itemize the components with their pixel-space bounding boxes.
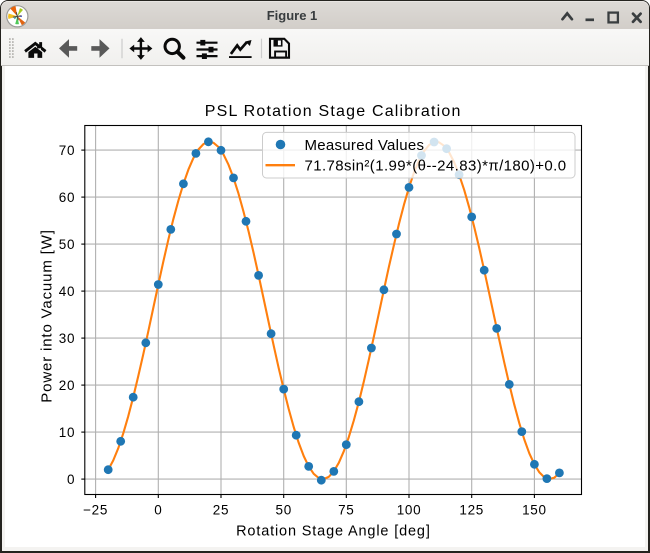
svg-text:10: 10 — [59, 425, 75, 440]
svg-text:50: 50 — [59, 237, 75, 252]
svg-text:−25: −25 — [83, 502, 108, 517]
svg-text:Measured Values: Measured Values — [305, 137, 425, 154]
svg-text:71.78sin²(1.99*(θ--24.83)*π/18: 71.78sin²(1.99*(θ--24.83)*π/180)+0.0 — [305, 158, 567, 175]
svg-text:0: 0 — [67, 472, 75, 487]
svg-text:100: 100 — [397, 502, 422, 517]
svg-text:0: 0 — [154, 502, 162, 517]
svg-text:25: 25 — [213, 502, 229, 517]
svg-text:150: 150 — [522, 502, 547, 517]
svg-text:PSL Rotation Stage Calibration: PSL Rotation Stage Calibration — [205, 103, 462, 120]
svg-text:70: 70 — [59, 143, 75, 158]
svg-text:125: 125 — [459, 502, 484, 517]
svg-text:Power into Vacuum [W]: Power into Vacuum [W] — [39, 229, 56, 402]
svg-text:60: 60 — [59, 190, 75, 205]
svg-text:40: 40 — [59, 284, 75, 299]
svg-text:30: 30 — [59, 331, 75, 346]
svg-text:50: 50 — [275, 502, 291, 517]
svg-text:75: 75 — [338, 502, 354, 517]
svg-text:Rotation Stage Angle [deg]: Rotation Stage Angle [deg] — [236, 524, 431, 540]
svg-text:20: 20 — [59, 378, 75, 393]
